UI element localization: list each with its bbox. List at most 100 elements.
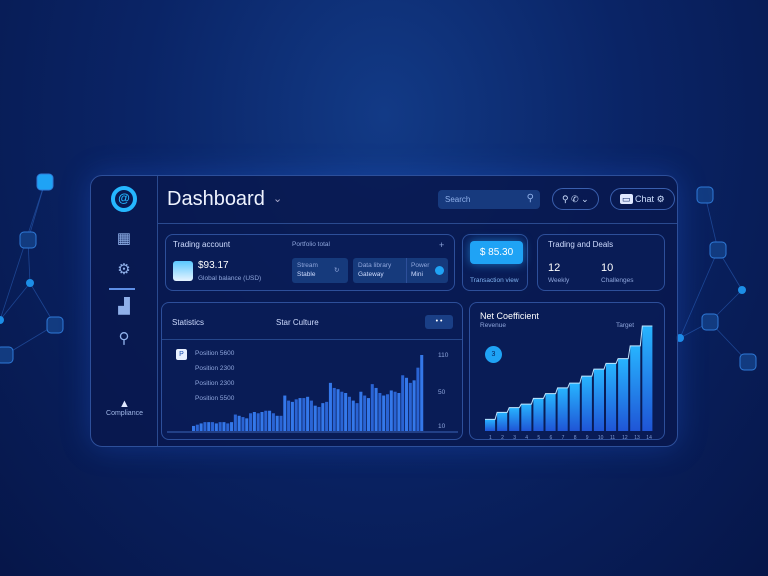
- chat-icon: ▭: [620, 194, 633, 204]
- tile-label: Data library: [358, 262, 392, 269]
- price-button[interactable]: $ 85.30: [470, 241, 523, 264]
- x-tick: 13: [634, 435, 640, 441]
- stat-label: Weekly: [548, 277, 570, 284]
- refresh-icon: ↻: [334, 267, 340, 274]
- dashboard-window: @ ▦ ⚙ ▟ ⚲ ▲ Compliance Dashboard ⌄ Search…: [90, 175, 678, 447]
- stats-title: Trading and Deals: [548, 240, 614, 249]
- bar: [306, 396, 310, 431]
- header-divider: [158, 223, 677, 224]
- logo-icon[interactable]: @: [111, 186, 137, 212]
- call-actions[interactable]: ⚲ ✆ ⌄: [552, 188, 599, 210]
- tile-data-library[interactable]: Data library Gateway Power Mini: [353, 258, 448, 283]
- legend-icon: P: [176, 349, 187, 360]
- bar: [211, 422, 215, 431]
- bar: [593, 369, 604, 431]
- bar: [385, 394, 390, 431]
- stat-value: 10: [601, 262, 614, 274]
- bar: [630, 345, 641, 431]
- legend-item: Position 5500: [195, 395, 235, 402]
- profile-label: Chat: [635, 194, 655, 204]
- bar: [382, 395, 386, 431]
- bar: [351, 400, 355, 431]
- bar: [317, 406, 321, 431]
- legend-item: Position 2300: [195, 380, 235, 387]
- network-app-icon: [739, 353, 757, 371]
- bar: [245, 418, 249, 431]
- x-tick: 2: [501, 435, 504, 441]
- network-app-icon: [0, 346, 14, 364]
- search-input[interactable]: Search ⚲: [438, 190, 540, 209]
- tile-stream[interactable]: Stream Stable ↻: [292, 258, 348, 283]
- bar: [195, 424, 199, 431]
- bar: [268, 410, 272, 431]
- avatar: [173, 261, 193, 281]
- tile-label: Stream: [297, 262, 318, 269]
- statistics-bar-chart: [167, 355, 458, 433]
- chart-subtitle: Star Culture: [276, 318, 319, 327]
- plus-icon[interactable]: +: [439, 240, 445, 250]
- stats-card: Trading and Deals 12 Weekly 10 Challenge…: [537, 234, 665, 291]
- bar: [420, 355, 424, 431]
- search-icon[interactable]: ⚲: [118, 330, 130, 347]
- bar: [378, 393, 382, 431]
- bar: [332, 387, 336, 431]
- balance-title: Trading account: [173, 240, 231, 249]
- bar: [533, 398, 544, 431]
- calendar-icon[interactable]: ▦: [116, 230, 132, 247]
- chart-title: Net Coefficient: [480, 311, 539, 321]
- bar: [344, 393, 348, 431]
- bar: [606, 363, 617, 431]
- net-coefficient-bar-chart: 1 2 3 4 5 6 7 8 9 10 11 12 13 14: [485, 325, 653, 441]
- bar: [309, 400, 313, 431]
- toggle-dot[interactable]: [435, 266, 444, 275]
- x-tick: 11: [610, 435, 615, 441]
- bar: [237, 415, 241, 431]
- bar: [485, 419, 496, 431]
- bar: [230, 422, 234, 431]
- analytics-icon[interactable]: ▟: [118, 298, 130, 315]
- tile-label: Power: [411, 262, 430, 269]
- stat-value: 12: [548, 262, 561, 274]
- balance-value: $93.17: [198, 260, 229, 271]
- balance-caption: Global balance (USD): [198, 275, 262, 282]
- bar: [359, 391, 363, 431]
- x-tick: 4: [525, 435, 528, 441]
- x-tick: 14: [646, 435, 652, 441]
- profile-menu[interactable]: ▭ Chat ⚙: [610, 188, 675, 210]
- chevron-down-icon[interactable]: ⌄: [273, 193, 283, 205]
- network-node: [0, 316, 4, 324]
- bar: [264, 410, 268, 431]
- bar: [218, 422, 222, 431]
- settings-icon[interactable]: ⚙: [117, 261, 131, 278]
- bar: [271, 413, 275, 431]
- bar: [279, 415, 283, 431]
- bar: [252, 412, 256, 431]
- network-node: [676, 334, 684, 342]
- bar: [325, 401, 329, 431]
- bar: [497, 412, 508, 431]
- bar: [408, 382, 412, 431]
- bar: [412, 380, 416, 431]
- network-node: [26, 279, 34, 287]
- y-tick: 50: [438, 389, 446, 396]
- search-icon: ⚲: [526, 193, 534, 204]
- active-indicator: [109, 288, 135, 290]
- bar: [347, 396, 351, 431]
- bar: [397, 393, 401, 431]
- x-tick: 8: [574, 435, 577, 441]
- tile-value: Mini: [411, 271, 423, 278]
- more-options-button[interactable]: • •: [425, 315, 453, 329]
- y-tick: 110: [438, 352, 449, 359]
- network-app-icon: [36, 173, 54, 191]
- compliance-item[interactable]: ▲ Compliance: [91, 398, 158, 417]
- x-tick: 7: [562, 435, 565, 441]
- x-tick: 9: [586, 435, 589, 441]
- balance-card: Trading account Portfolio total + $93.17…: [165, 234, 455, 291]
- price-caption[interactable]: Transaction view: [470, 277, 519, 284]
- bar: [222, 422, 226, 431]
- page-title: Dashboard: [167, 188, 265, 210]
- chart-badge[interactable]: 3: [485, 346, 502, 363]
- bar: [192, 425, 196, 431]
